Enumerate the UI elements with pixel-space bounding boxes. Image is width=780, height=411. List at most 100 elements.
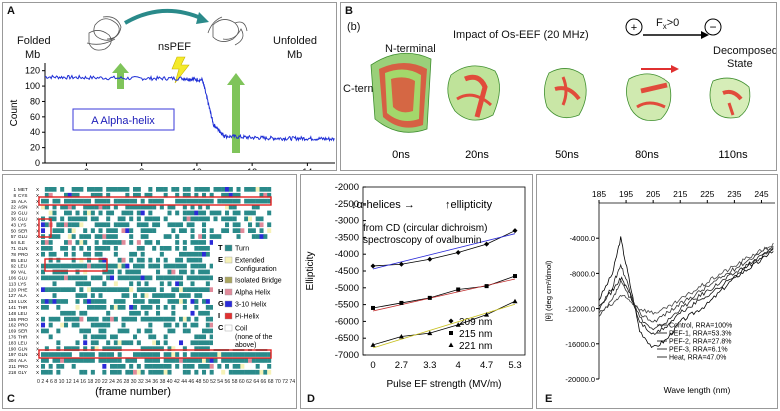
- dssp-cell: [83, 310, 88, 316]
- dssp-cell: [175, 192, 180, 198]
- dssp-cell: [244, 369, 249, 375]
- dssp-cell: [171, 310, 176, 316]
- dssp-cell: [41, 246, 46, 251]
- dssp-cell: [190, 269, 195, 275]
- dssp-cell: [167, 316, 172, 322]
- dssp-cell: [175, 187, 180, 192]
- d-legend-marker: [449, 331, 453, 335]
- dssp-cell: [133, 198, 138, 204]
- dssp-cell: [171, 305, 176, 310]
- dssp-cell: [136, 299, 141, 304]
- dssp-cell: [171, 358, 176, 363]
- dssp-cell: [167, 204, 172, 210]
- a-series-line: [44, 74, 335, 143]
- dssp-cell: [71, 358, 76, 363]
- dssp-cell: [90, 346, 95, 351]
- residue-number: 57: [11, 234, 17, 239]
- dssp-cell: [136, 246, 141, 251]
- dssp-cell: [121, 299, 126, 304]
- dssp-cell: [90, 316, 95, 322]
- dssp-cell: [98, 275, 103, 281]
- dssp-cell: [110, 305, 115, 310]
- residue-number: 148: [8, 311, 16, 316]
- dssp-cell: [94, 263, 99, 269]
- dssp-cell: [110, 240, 115, 245]
- dssp-cell: [44, 222, 49, 228]
- dssp-cell: [129, 281, 134, 287]
- dssp-cell: [144, 192, 149, 198]
- dssp-cell: [87, 352, 92, 357]
- dssp-cell: [136, 310, 141, 316]
- dssp-cell: [194, 369, 199, 375]
- dssp-cell: [202, 287, 207, 292]
- dssp-cell: [159, 251, 164, 257]
- dssp-cell: [56, 316, 61, 322]
- d-ytick-label: -4500: [335, 266, 359, 277]
- dssp-cell: [232, 192, 237, 198]
- dssp-cell: [144, 228, 149, 233]
- dssp-cell: [175, 263, 180, 269]
- dssp-cell: [56, 352, 61, 357]
- dssp-cell: [87, 299, 92, 304]
- dssp-cell: [175, 358, 180, 363]
- dssp-cell: [98, 287, 103, 292]
- residue-name: SER: [18, 329, 28, 334]
- dssp-cell: [182, 228, 187, 233]
- dssp-cell: [94, 299, 99, 304]
- dssp-cell: [83, 234, 88, 239]
- dssp-cell: [67, 346, 72, 351]
- dssp-cell: [67, 316, 72, 322]
- dssp-cell: [205, 251, 210, 257]
- dssp-cell: [140, 198, 145, 204]
- dssp-cell: [71, 263, 76, 269]
- legend-label: Coil: [235, 326, 248, 333]
- dssp-cell: [117, 346, 122, 351]
- chart-e: 185 195 205 215 225 235 245 -20000.0 -16000.0 -12…: [544, 189, 775, 395]
- d-ytick-label: -5000: [335, 283, 359, 294]
- dssp-cell: [41, 204, 46, 210]
- dssp-cell: [186, 316, 191, 322]
- e-legend-label: Heat, RRA=47.0%: [669, 355, 726, 362]
- dssp-cell: [67, 222, 72, 228]
- dssp-cell: [44, 246, 49, 251]
- dssp-cell: [202, 269, 207, 275]
- dssp-cell: [110, 352, 115, 357]
- dssp-cell: [113, 263, 118, 269]
- dssp-cell: [190, 287, 195, 292]
- dssp-cell: [167, 293, 172, 298]
- dssp-cell: [186, 192, 191, 198]
- dssp-cell: [255, 358, 260, 363]
- residue-number: 50: [11, 228, 17, 233]
- dssp-cell: [144, 216, 149, 222]
- dssp-cell: [71, 275, 76, 281]
- dssp-cell: [148, 192, 153, 198]
- a-xtick-label: 10: [192, 167, 202, 171]
- e-xtick-label: 195: [619, 189, 633, 199]
- dssp-cell: [83, 216, 88, 222]
- dssp-cell: [190, 251, 195, 257]
- residue-x: X: [36, 228, 39, 233]
- d-frame: [362, 186, 526, 356]
- dssp-cell: [125, 275, 130, 281]
- residue-x: X: [36, 205, 39, 210]
- dssp-cell: [56, 328, 61, 334]
- dssp-cell: [110, 269, 115, 275]
- dssp-cell: [129, 369, 134, 375]
- dssp-cell: [144, 352, 149, 357]
- dssp-cell: [198, 358, 203, 363]
- dssp-cell: [159, 369, 164, 375]
- dssp-cell: [251, 234, 256, 239]
- dssp-cell: [110, 234, 115, 239]
- dssp-cell: [60, 187, 65, 192]
- dssp-cell: [148, 240, 153, 245]
- dssp-cell: [175, 352, 180, 357]
- dssp-cell: [217, 364, 222, 369]
- dssp-cell: [64, 358, 69, 363]
- dssp-cell: [251, 228, 256, 233]
- dssp-cell: [248, 198, 253, 204]
- dssp-cell: [129, 269, 134, 275]
- residue-name: CYS: [18, 193, 27, 198]
- dssp-cell: [113, 240, 118, 245]
- dssp-cell: [202, 192, 207, 198]
- alpha-helix-box: [72, 108, 175, 131]
